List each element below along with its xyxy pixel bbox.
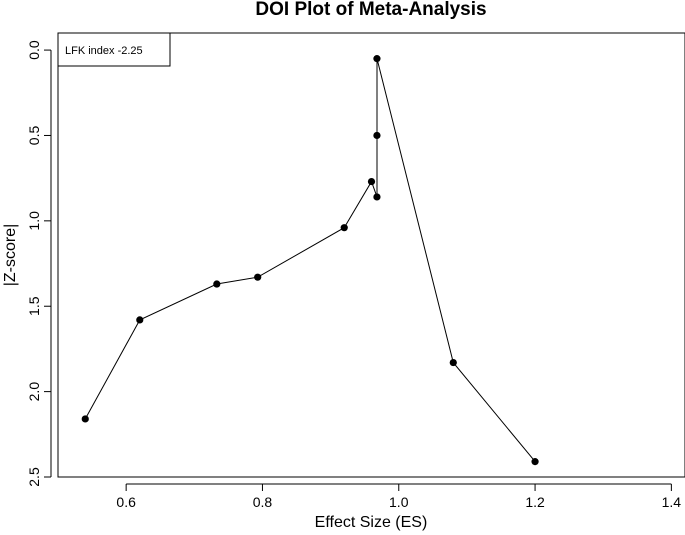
y-tick-label: 1.0 [26,211,42,231]
chart-title: DOI Plot of Meta-Analysis [255,0,486,20]
data-point [373,131,381,140]
data-point [367,177,376,186]
y-tick-label: 0.5 [26,126,42,146]
data-point [449,358,457,367]
y-tick-label: 2.5 [26,467,42,487]
x-tick-label: 1.0 [389,494,409,510]
data-point [213,280,221,288]
y-tick-label: 1.5 [26,296,42,316]
data-point [340,224,348,232]
legend: LFK index -2.25 [57,32,171,67]
y-axis-label: |Z-score| [2,224,19,287]
y-axis: 0.0 0.5 1.0 1.5 2.0 2.5 [26,40,52,487]
x-tick-label: 1.4 [662,494,682,510]
data-point [254,273,262,281]
x-tick-label: 1.2 [525,494,545,510]
series-line [84,58,536,462]
x-axis: 0.6 0.8 1.0 1.2 1.4 [116,483,682,510]
legend-text: LFK index -2.25 [65,45,143,57]
data-point [373,55,381,63]
data-point [373,193,381,201]
x-axis-label: Effect Size (ES) [315,514,428,531]
data-point [136,316,144,324]
data-point [81,415,89,423]
y-tick-label: 0.0 [26,40,42,60]
plot-frame [57,32,685,478]
x-tick-label: 0.6 [116,494,136,510]
x-tick-label: 0.8 [253,494,273,510]
data-point [531,458,539,466]
y-tick-label: 2.0 [26,382,42,402]
legend-box [57,32,171,67]
series-layer [81,55,539,466]
